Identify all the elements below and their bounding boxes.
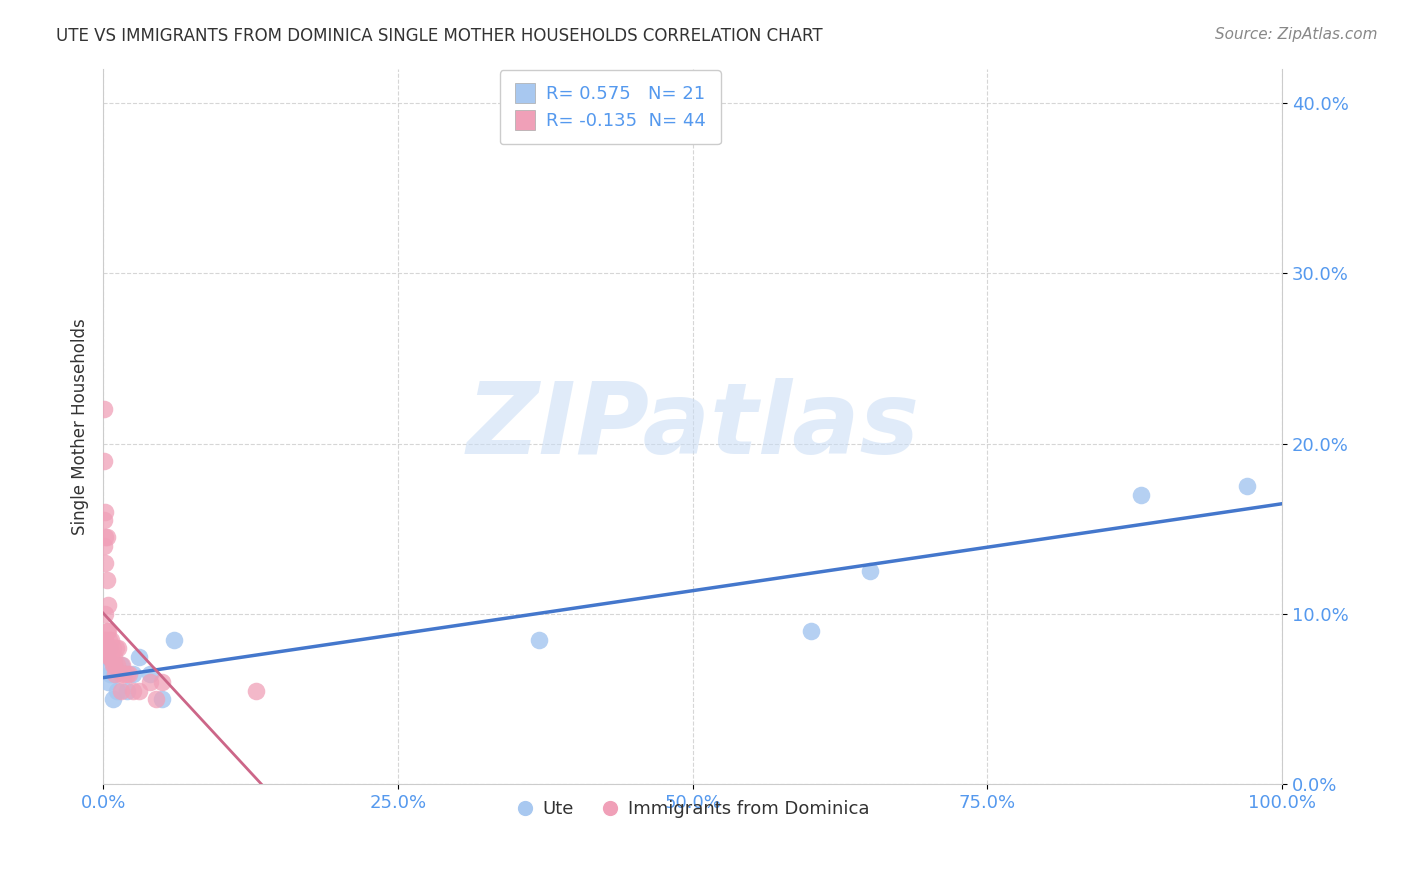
Text: UTE VS IMMIGRANTS FROM DOMINICA SINGLE MOTHER HOUSEHOLDS CORRELATION CHART: UTE VS IMMIGRANTS FROM DOMINICA SINGLE M… (56, 27, 823, 45)
Point (101, 641, 124, 656)
Legend: Ute, Immigrants from Dominica: Ute, Immigrants from Dominica (509, 793, 877, 825)
Point (97, 641, 120, 656)
Point (94, 632, 117, 647)
Point (96, 649, 118, 664)
Point (94, 530, 117, 544)
Point (103, 658, 125, 673)
Point (98, 649, 121, 664)
Point (105, 658, 128, 673)
Point (93, 539, 115, 553)
Point (101, 658, 124, 673)
Point (139, 666, 162, 681)
Point (97, 599, 120, 613)
Point (110, 658, 132, 673)
Point (858, 565, 880, 579)
Y-axis label: Single Mother Households: Single Mother Households (72, 318, 89, 535)
Point (98, 666, 121, 681)
Point (145, 692, 167, 706)
Point (110, 683, 132, 698)
Point (96, 624, 118, 638)
Point (112, 666, 135, 681)
Point (94, 658, 117, 673)
Point (104, 666, 127, 681)
Point (96, 641, 118, 656)
Point (163, 632, 186, 647)
Point (94, 505, 117, 519)
Point (96, 530, 118, 544)
Point (111, 658, 134, 673)
Point (101, 692, 124, 706)
Point (139, 675, 162, 690)
Point (118, 666, 141, 681)
Point (97, 675, 120, 690)
Point (107, 641, 129, 656)
Point (115, 683, 138, 698)
Point (103, 658, 125, 673)
Point (100, 649, 122, 664)
Point (93, 402, 115, 417)
Point (128, 683, 150, 698)
Point (98, 641, 121, 656)
Point (96, 573, 118, 587)
Point (97, 624, 120, 638)
Point (94, 556, 117, 570)
Point (98, 641, 121, 656)
Point (150, 692, 173, 706)
Point (128, 649, 150, 664)
Point (93, 632, 115, 647)
Point (1129, 488, 1152, 502)
Point (98, 641, 121, 656)
Point (110, 666, 132, 681)
Point (94, 607, 117, 621)
Point (121, 666, 143, 681)
Point (800, 624, 823, 638)
Point (98, 649, 121, 664)
Point (1236, 479, 1258, 493)
Point (105, 641, 128, 656)
Point (105, 683, 128, 698)
Point (103, 649, 125, 664)
Point (115, 666, 138, 681)
Point (121, 683, 143, 698)
Point (245, 683, 267, 698)
Point (100, 632, 122, 647)
Point (93, 453, 115, 467)
Point (529, 632, 551, 647)
Text: Source: ZipAtlas.com: Source: ZipAtlas.com (1215, 27, 1378, 42)
Point (104, 666, 127, 681)
Point (98, 632, 121, 647)
Point (150, 675, 173, 690)
Text: ZIPatlas: ZIPatlas (467, 378, 920, 475)
Point (93, 513, 115, 527)
